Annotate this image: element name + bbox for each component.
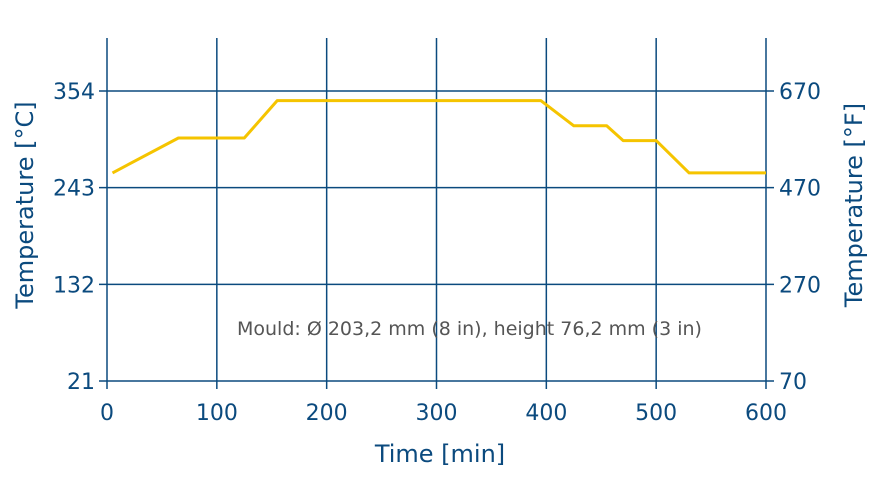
y-tick-label-right: 470 — [779, 177, 821, 202]
y-tick-label-left: 354 — [53, 80, 95, 105]
y-tick-label-right: 670 — [779, 80, 821, 105]
y-tick-label-left: 243 — [53, 177, 95, 202]
grid — [99, 38, 774, 389]
x-tick-label: 600 — [745, 401, 787, 426]
y-tick-label-right: 70 — [779, 370, 807, 395]
x-tick-label: 500 — [635, 401, 677, 426]
y-tick-label-left: 21 — [67, 370, 95, 395]
x-tick-label: 400 — [525, 401, 567, 426]
y-tick-label-left: 132 — [53, 273, 95, 298]
y-axis-label-right: Temperature [°F] — [840, 103, 868, 308]
annotation: Mould: Ø 203,2 mm (8 in), height 76,2 mm… — [237, 318, 702, 340]
x-tick-label: 0 — [100, 401, 114, 426]
x-tick-label: 200 — [306, 401, 348, 426]
tick-labels: 0 100 200 300 400 500 600 21 132 243 354 70 270 470 67… — [53, 80, 821, 426]
series-layer — [111, 99, 767, 175]
x-axis-label: Time [min] — [374, 440, 505, 468]
y-axis-label-left: Temperature [°C] — [11, 101, 39, 309]
y-tick-label-right: 270 — [779, 273, 821, 298]
x-tick-label: 300 — [416, 401, 458, 426]
temperature-series-line — [111, 99, 766, 175]
x-tick-label: 100 — [196, 401, 238, 426]
